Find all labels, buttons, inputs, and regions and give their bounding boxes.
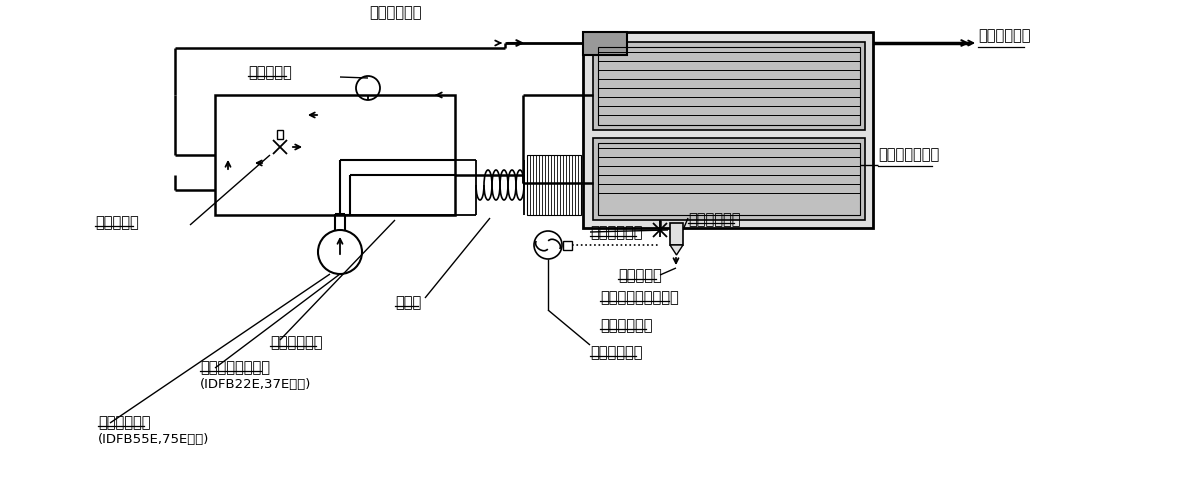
Bar xyxy=(583,32,627,55)
Text: ドレン出口: ドレン出口 xyxy=(618,268,661,283)
Text: オートドレン: オートドレン xyxy=(688,212,740,227)
Text: 高圧スイッチ: 高圧スイッチ xyxy=(98,415,151,430)
Text: ファンモータ: ファンモータ xyxy=(589,345,642,360)
Text: 容量調整弁: 容量調整弁 xyxy=(95,215,139,230)
Text: ボールバルブ: ボールバルブ xyxy=(589,225,642,240)
Text: 冷凍用圧縮機: 冷凍用圧縮機 xyxy=(270,335,322,350)
Text: 圧縮空気出口: 圧縮空気出口 xyxy=(978,28,1030,44)
Text: 凝縮器: 凝縮器 xyxy=(395,295,422,310)
Bar xyxy=(214,95,455,215)
Text: (IDFB55E,75Eのみ): (IDFB55E,75Eのみ) xyxy=(98,433,210,446)
Text: 讒発温度計: 讒発温度計 xyxy=(248,65,292,80)
Text: キャピラリチューブ: キャピラリチューブ xyxy=(600,290,679,305)
Text: アキュームレータ: アキュームレータ xyxy=(200,360,270,375)
Bar xyxy=(277,130,283,139)
Bar xyxy=(598,143,860,215)
Bar xyxy=(670,223,683,245)
Bar xyxy=(563,241,571,250)
Bar xyxy=(593,138,865,220)
Polygon shape xyxy=(670,245,683,255)
Text: 圧縮空気入口: 圧縮空気入口 xyxy=(369,5,422,20)
Bar xyxy=(527,155,581,215)
Bar xyxy=(593,42,865,130)
Text: クーラリヒータ: クーラリヒータ xyxy=(878,148,939,162)
Text: 圧力スイッチ: 圧力スイッチ xyxy=(600,318,653,333)
Bar xyxy=(598,47,860,125)
Text: (IDFB22E,37Eのみ): (IDFB22E,37Eのみ) xyxy=(200,378,311,391)
Bar xyxy=(583,32,873,228)
